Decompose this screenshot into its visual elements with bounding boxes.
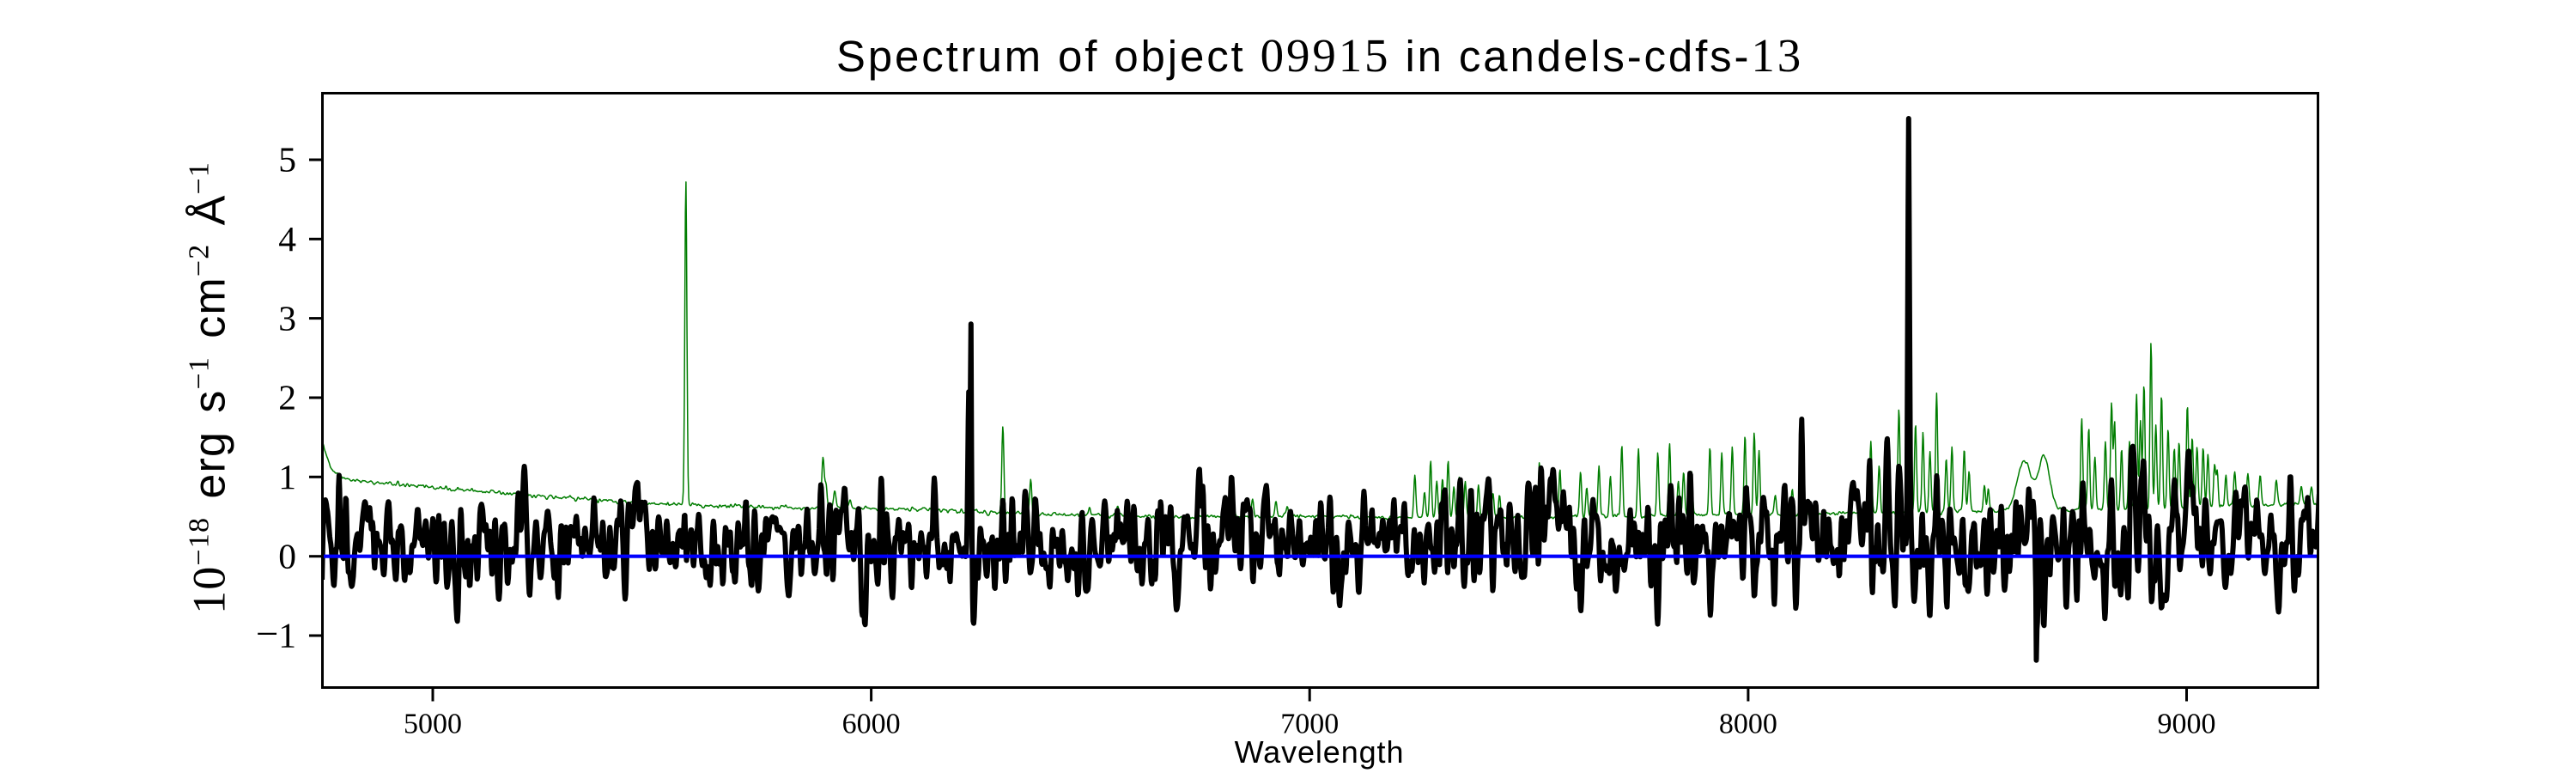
svg-text:3: 3 [278,298,296,338]
svg-text:5: 5 [278,140,296,180]
svg-text:5000: 5000 [404,708,462,740]
svg-text:0: 0 [278,536,296,575]
svg-text:1: 1 [278,457,296,496]
svg-text:8000: 8000 [1719,708,1777,740]
svg-text:2: 2 [278,378,296,417]
svg-text:−1: −1 [256,612,296,657]
svg-text:Spectrum of object 09915 in ca: Spectrum of object 09915 in candels-cdfs… [836,29,1803,82]
svg-text:10−18 erg s−1 cm−2 Å−1: 10−18 erg s−1 cm−2 Å−1 [184,161,235,614]
svg-text:6000: 6000 [842,708,901,740]
svg-text:7000: 7000 [1280,708,1339,740]
svg-text:Wavelength: Wavelength [1235,734,1405,770]
svg-text:4: 4 [278,219,296,259]
svg-text:9000: 9000 [2158,708,2216,740]
